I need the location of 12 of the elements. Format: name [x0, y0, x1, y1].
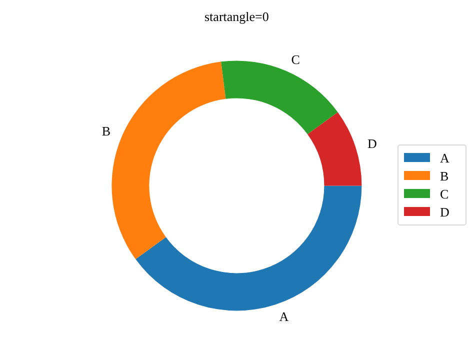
slice-label: C [291, 52, 300, 68]
slice-label: A [279, 309, 290, 324]
legend-label: B [440, 168, 449, 184]
slice-label: D [367, 136, 377, 151]
donut-slice [307, 112, 362, 186]
chart-title: startangle=0 [204, 9, 269, 24]
donut-slice [136, 186, 362, 310]
legend-label: D [440, 204, 450, 220]
legend-label: C [440, 186, 449, 202]
legend-label: A [440, 150, 450, 166]
donut-slice [112, 62, 226, 260]
slice-label: B [102, 124, 111, 139]
